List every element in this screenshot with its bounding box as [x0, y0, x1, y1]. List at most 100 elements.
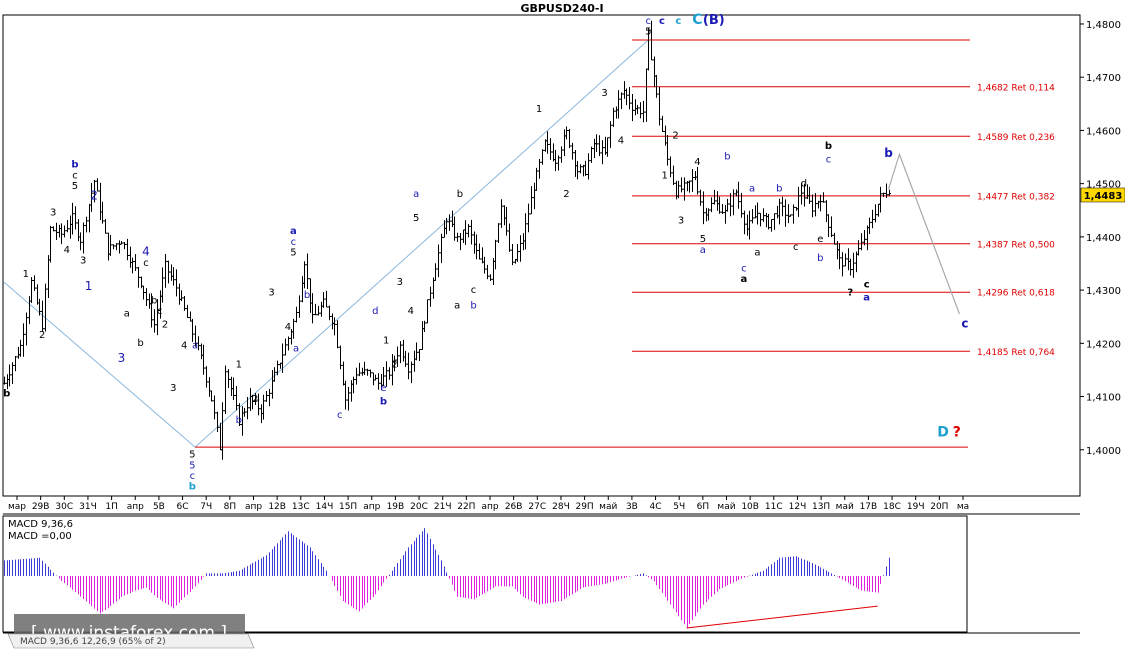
time-tick-label: 19В — [387, 502, 405, 512]
wave-label: 3 — [268, 287, 274, 298]
wave-label: C — [692, 12, 702, 28]
wave-label: c — [659, 16, 665, 27]
wave-label: c — [864, 279, 870, 290]
time-tick-label: 3В — [626, 502, 638, 512]
wave-label: b — [817, 253, 823, 264]
wave-label: b — [884, 146, 893, 160]
wave-label: 2 — [563, 189, 569, 200]
wave-label: ? — [953, 424, 961, 440]
time-tick-label: 19Ч — [907, 502, 925, 512]
fibonacci-retracements: 1,4682 Ret 0,114 1,4589 Ret 0,236 1,4477 R… — [632, 39, 1055, 358]
wave-label: 3 — [601, 88, 607, 99]
fib-level-label: 1,4387 Ret 0,500 — [977, 240, 1055, 250]
wave-label: e — [817, 234, 823, 245]
time-tick-label: апр — [245, 502, 262, 512]
fib-level-label: 1,4296 Ret 0,618 — [977, 289, 1055, 299]
wave-label: 5 — [700, 234, 706, 245]
wave-label: a — [124, 309, 130, 320]
wave-label: 4 — [142, 245, 150, 259]
wave-label: 5 — [189, 450, 195, 461]
wave-label: b — [189, 482, 196, 493]
wave-label: a — [192, 341, 198, 352]
bottom-tab-label: MACD 9,36,6 12,26,9 (65% of 2) — [20, 637, 166, 647]
wave-label: c — [961, 316, 968, 330]
wave-label: b — [3, 389, 10, 400]
time-tick-label: 28Ч — [552, 502, 570, 512]
wave-label: c — [646, 16, 652, 27]
time-tick-label: 11С — [765, 502, 783, 512]
macd-divergence-line — [686, 605, 878, 629]
wave-label: D — [937, 424, 949, 440]
wave-label: c — [143, 258, 149, 269]
price-tick-label: 1,4600 — [1086, 126, 1121, 137]
price-tick-label: 1,4700 — [1086, 73, 1121, 84]
wave-label: 3 — [397, 277, 403, 288]
wave-label: 1 — [661, 170, 667, 181]
time-tick-label: ма — [957, 502, 969, 512]
wave-label: 3 — [678, 216, 684, 227]
time-tick-label: 10В — [741, 502, 759, 512]
wave-label: 1 — [536, 104, 542, 115]
wave-label: 5 — [413, 213, 419, 224]
wave-label: 5 — [290, 248, 296, 259]
divergence-line — [686, 605, 878, 629]
wave-label: 5 — [189, 460, 195, 471]
wave-label: 3 — [118, 351, 126, 365]
time-tick-label: 20П — [930, 502, 948, 512]
time-tick-label: 13П — [812, 502, 830, 512]
wave-label: 5 — [72, 181, 78, 192]
price-tick-label: 1,4800 — [1086, 20, 1121, 31]
wave-label: d — [372, 306, 378, 317]
price-tick-label: 1,4400 — [1086, 233, 1121, 244]
current-price-marker: 1,4483 — [1080, 187, 1125, 203]
wave-label: 2 — [391, 359, 397, 370]
fib-level-label: 1,4682 Ret 0,114 — [977, 83, 1055, 93]
wave-label: 3 — [170, 383, 176, 394]
wave-label: 3 — [50, 208, 56, 219]
wave-label: 4 — [694, 157, 700, 168]
wave-label: 4 — [618, 136, 624, 147]
fib-level-label: 1,4185 Ret 0,764 — [977, 348, 1055, 358]
wave-label: 1 — [23, 269, 29, 280]
time-tick-label: 21Ч — [434, 502, 452, 512]
time-tick-label: 6С — [177, 502, 189, 512]
wave-label: 4 — [64, 245, 70, 256]
wave-label: e — [380, 383, 386, 394]
wave-label: c — [291, 237, 297, 248]
macd-indicator-label: MACD 9,36,6 — [8, 519, 73, 530]
wave-label: c — [337, 410, 343, 421]
wave-label: c — [793, 242, 799, 253]
wave-label: c — [826, 154, 832, 165]
time-tick-label: 12Ч — [789, 502, 807, 512]
time-tick-label: 29П — [575, 502, 593, 512]
time-tick-label: 31Ч — [79, 502, 97, 512]
time-tick-label: апр — [363, 502, 380, 512]
wave-label: 2 — [252, 394, 258, 405]
wave-label: b — [380, 397, 387, 408]
wave-label: b — [470, 301, 476, 312]
time-tick-label: 14Ч — [316, 502, 334, 512]
wave-label: a — [863, 293, 870, 304]
wave-label: c — [471, 285, 477, 296]
fib-level-label: 1,4477 Ret 0,382 — [977, 192, 1055, 202]
wave-label: 1 — [383, 335, 389, 346]
wave-label: b — [137, 338, 143, 349]
wave-label: c — [157, 306, 163, 317]
wave-label: b — [724, 152, 730, 163]
time-tick-label: 1П — [105, 502, 118, 512]
wave-label: 1 — [236, 359, 242, 370]
price-tick-label: 1,4200 — [1086, 339, 1121, 350]
time-tick-label: 29В — [32, 502, 50, 512]
wave-label: c — [190, 471, 196, 482]
wave-label: c — [675, 16, 681, 27]
time-tick-label: 22П — [457, 502, 475, 512]
time-tick-label: 27С — [528, 502, 546, 512]
macd-panel-frame — [2, 515, 968, 633]
chart-title: GBPUSD240-I — [520, 2, 603, 15]
bottom-tab[interactable]: MACD 9,36,6 12,26,9 (65% of 2) — [7, 633, 255, 649]
time-tick-label: май — [599, 502, 617, 512]
wave-label: b — [71, 160, 78, 171]
wave-label: 4 — [285, 322, 291, 333]
time-tick-label: 17В — [860, 502, 878, 512]
wave-label: 2 — [39, 330, 45, 341]
